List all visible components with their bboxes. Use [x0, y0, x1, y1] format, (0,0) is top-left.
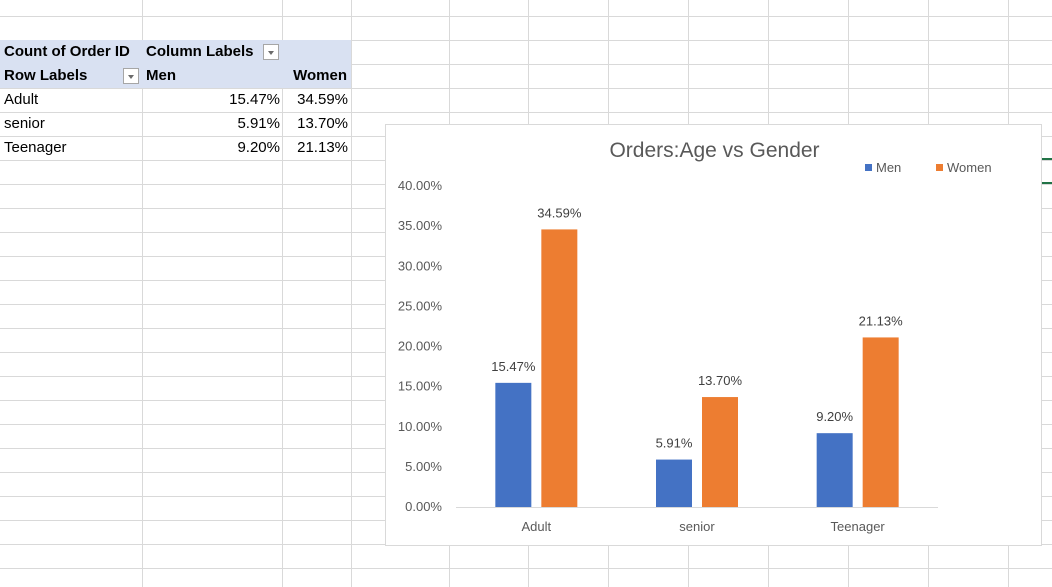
legend-label-women: Women: [947, 160, 992, 175]
value-field-label[interactable]: Count of Order ID: [4, 40, 142, 64]
y-axis-tick-label: 15.00%: [398, 379, 443, 394]
cell-teenager-women[interactable]: 21.13%: [297, 139, 348, 156]
bar-women-senior: [702, 397, 738, 507]
row-labels-header[interactable]: Row Labels: [4, 64, 114, 88]
data-label: 34.59%: [537, 205, 582, 220]
data-label: 15.47%: [491, 359, 536, 374]
legend-entry-women[interactable]: Women: [936, 160, 992, 175]
data-label: 5.91%: [656, 436, 693, 451]
row-label-adult[interactable]: Adult: [4, 91, 39, 108]
plot-area[interactable]: 0.00% 5.00% 10.00% 15.00% 20.00% 25.00% 30.00%…: [386, 125, 1043, 547]
bar-men-teenager: [816, 433, 853, 507]
data-label: 13.70%: [698, 373, 743, 388]
chart-title[interactable]: Orders:Age vs Gender: [609, 139, 820, 162]
column-header-men[interactable]: Men: [146, 64, 246, 88]
y-axis-tick-label: 5.00%: [405, 459, 442, 474]
cell-adult-men[interactable]: 15.47%: [229, 91, 280, 108]
y-axis-tick-label: 40.00%: [398, 178, 443, 193]
y-axis-tick-label: 35.00%: [398, 218, 443, 233]
chart-area[interactable]: Orders:Age vs Gender Men Women 0.00% 5.00…: [385, 124, 1042, 546]
row-label-teenager[interactable]: Teenager: [4, 139, 67, 156]
x-axis-tick-label: Teenager: [831, 519, 886, 534]
y-axis-tick-label: 10.00%: [398, 419, 443, 434]
bar-women-teenager: [862, 337, 899, 507]
bar-women-adult: [541, 229, 578, 507]
bar-men-senior: [656, 459, 692, 507]
legend-swatch-women: [936, 164, 943, 171]
cell-selection-border: [1042, 182, 1052, 184]
x-axis-tick-label: Adult: [522, 519, 552, 534]
x-axis-tick-label: senior: [679, 519, 715, 534]
column-labels-header[interactable]: Column Labels: [146, 40, 262, 64]
cell-teenager-men[interactable]: 9.20%: [237, 139, 280, 156]
y-axis-tick-label: 25.00%: [398, 298, 443, 313]
cell-selection-border: [1042, 158, 1052, 160]
cell-senior-men[interactable]: 5.91%: [237, 115, 280, 132]
legend-swatch-men: [865, 164, 872, 171]
row-label-senior[interactable]: senior: [4, 115, 45, 132]
y-axis-tick-label: 0.00%: [405, 499, 442, 514]
y-axis-tick-label: 20.00%: [398, 339, 443, 354]
column-labels-filter-dropdown[interactable]: [263, 44, 279, 60]
cell-adult-women[interactable]: 34.59%: [297, 91, 348, 108]
legend-entry-men[interactable]: Men: [865, 160, 901, 175]
data-label: 9.20%: [816, 409, 853, 424]
bar-men-adult: [495, 382, 532, 507]
column-header-women[interactable]: Women: [284, 64, 347, 88]
data-label: 21.13%: [859, 313, 904, 328]
y-axis-tick-label: 30.00%: [398, 258, 443, 273]
legend-label-men: Men: [876, 160, 902, 175]
row-labels-filter-dropdown[interactable]: [123, 68, 139, 84]
cell-senior-women[interactable]: 13.70%: [297, 115, 348, 132]
